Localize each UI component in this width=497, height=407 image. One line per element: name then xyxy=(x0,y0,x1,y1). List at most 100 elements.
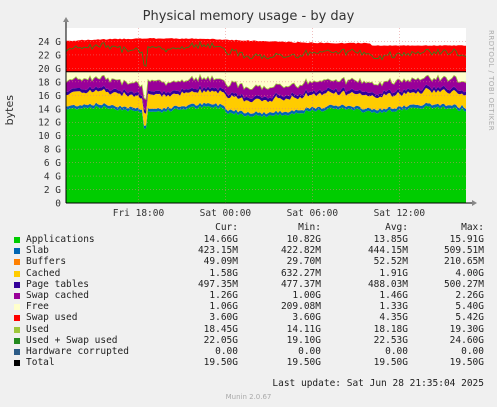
legend-avg-value: 444.15M xyxy=(367,245,408,257)
x-tick-label: Sat 00:00 xyxy=(200,208,252,219)
legend-row: Cached 1.58G 632.27M 1.91G 4.00G xyxy=(0,268,497,280)
legend-avg-value: 1.91G xyxy=(379,267,408,279)
series-page-tables-area xyxy=(66,84,466,114)
legend-cur-value: 1.58G xyxy=(209,267,238,279)
legend-cur-value: 18.45G xyxy=(203,323,238,335)
legend-max-value: 2.26G xyxy=(455,290,484,301)
y-tick-label: 18 G xyxy=(38,77,61,88)
legend-cur-value: 14.66G xyxy=(203,234,238,245)
series-slab-area xyxy=(66,102,466,129)
header-max: Max: xyxy=(461,222,484,233)
legend-max-value: 15.91G xyxy=(449,234,484,245)
legend-row: Swap cached 1.26G 1.00G 1.46G 2.26G xyxy=(0,290,497,302)
legend-row: Total 19.50G 19.50G 19.50G 19.50G xyxy=(0,357,497,369)
legend-row: Used 18.45G 14.11G 18.18G 19.30G xyxy=(0,324,497,336)
legend-cur-value: 423.15M xyxy=(197,245,238,257)
legend-min-value: 29.70M xyxy=(286,256,321,268)
legend-row: Slab 423.15M 422.82M 444.15M 509.51M xyxy=(0,245,497,257)
legend-min-value: 209.08M xyxy=(280,301,321,313)
legend-max-value: 500.27M xyxy=(443,278,484,290)
legend-swatch xyxy=(14,349,20,355)
legend-series-name: Hardware corrupted xyxy=(26,346,129,357)
header-avg: Avg: xyxy=(385,222,408,233)
y-tick-label: 4 G xyxy=(44,172,61,183)
legend-min-value: 10.82G xyxy=(286,234,321,245)
legend-row: Used + Swap used 22.05G 19.10G 22.53G 24.60G xyxy=(0,335,497,347)
y-axis-arrow-icon xyxy=(63,17,69,22)
legend-swatch xyxy=(14,270,20,277)
legend-swatch xyxy=(14,281,20,288)
legend-series-name: Free xyxy=(26,301,49,313)
y-tick-label: 22 G xyxy=(38,50,61,61)
legend-max-value: 5.42G xyxy=(455,312,484,324)
legend-avg-value: 22.53G xyxy=(373,334,408,346)
legend-row: Free 1.06G 209.08M 1.33G 5.40G xyxy=(0,301,497,313)
series-swap-cached-area xyxy=(66,74,466,111)
y-tick-label: 20 G xyxy=(38,64,61,75)
legend-series-name: Buffers xyxy=(26,256,67,268)
legend-avg-value: 488.03M xyxy=(367,278,408,290)
legend-swatch xyxy=(14,259,20,266)
legend-max-value: 210.65M xyxy=(443,256,484,268)
legend-avg-value: 4.35G xyxy=(379,312,408,324)
legend-series-name: Page tables xyxy=(26,278,89,290)
legend-header: Cur: Min: Avg: Max: xyxy=(0,222,497,234)
series-cached-area xyxy=(66,87,466,126)
y-tick-label: 12 G xyxy=(38,118,61,129)
legend-series-name: Cached xyxy=(26,267,61,279)
legend-cur-value: 497.35M xyxy=(197,278,238,290)
series-swap-used-area xyxy=(66,38,466,72)
legend-avg-value: 18.18G xyxy=(373,323,408,335)
legend-min-value: 14.11G xyxy=(286,323,321,335)
last-update: Last update: Sat Jun 28 21:35:04 2025 xyxy=(272,378,484,389)
y-tick-label: 2 G xyxy=(44,185,61,196)
legend-max-value: 5.40G xyxy=(455,301,484,313)
series-free-area xyxy=(66,71,466,100)
legend-swatch xyxy=(14,326,20,333)
legend-avg-value: 13.85G xyxy=(373,234,408,245)
munin-version: Munin 2.0.67 xyxy=(225,393,272,401)
x-axis-arrow-icon xyxy=(472,200,477,206)
legend-swatch xyxy=(14,360,20,367)
legend-min-value: 422.82M xyxy=(280,245,321,257)
legend-avg-value: 1.33G xyxy=(379,301,408,313)
legend-swatch xyxy=(14,237,20,243)
legend-max-value: 19.30G xyxy=(449,323,484,335)
x-tick-label: Sat 06:00 xyxy=(287,208,339,219)
legend-avg-value: 19.50G xyxy=(373,357,408,369)
legend-swatch xyxy=(14,304,20,311)
y-tick-label: 8 G xyxy=(44,145,61,156)
legend-swatch xyxy=(14,337,20,344)
legend-row: Buffers 49.09M 29.70M 52.52M 210.65M xyxy=(0,256,497,268)
header-min: Min: xyxy=(298,222,321,233)
legend-cur-value: 1.06G xyxy=(209,301,238,313)
legend-avg-value: 0.00 xyxy=(385,346,408,357)
legend-max-value: 4.00G xyxy=(455,267,484,279)
legend-cur-value: 49.09M xyxy=(203,256,238,268)
chart-svg: 0 2 G 4 G 6 G 8 G 10 G 12 G 14 G 16 G 18 G 20 G 22 … xyxy=(38,17,477,219)
legend-swatch xyxy=(14,293,20,299)
y-tick-label: 16 G xyxy=(38,91,61,102)
legend-min-value: 477.37M xyxy=(280,278,321,290)
legend-series-name: Slab xyxy=(26,245,49,257)
legend-max-value: 19.50G xyxy=(449,357,484,369)
legend-row: Swap used 3.60G 3.60G 4.35G 5.42G xyxy=(0,312,497,324)
y-tick-label: 10 G xyxy=(38,131,61,142)
series-used-swap-line xyxy=(65,40,467,68)
legend-avg-value: 1.46G xyxy=(379,290,408,301)
legend-series-name: Swap used xyxy=(26,312,78,324)
legend-cur-value: 1.26G xyxy=(209,290,238,301)
rrdtool-label: RRDTOOL / TOBI OETIKER xyxy=(487,30,495,132)
y-tick-label: 6 G xyxy=(44,158,61,169)
legend-series-name: Swap cached xyxy=(26,290,89,301)
legend-swatch xyxy=(14,315,20,322)
legend-max-value: 509.51M xyxy=(443,245,484,257)
series-applications-area xyxy=(66,105,466,203)
legend-min-value: 19.10G xyxy=(286,334,321,346)
y-tick-label: 14 G xyxy=(38,104,61,115)
legend-cur-value: 22.05G xyxy=(203,334,238,346)
legend-row: Applications 14.66G 10.82G 13.85G 15.91G xyxy=(0,234,497,246)
legend-cur-value: 3.60G xyxy=(209,312,238,324)
legend-series-name: Total xyxy=(26,357,55,369)
legend-swatch xyxy=(14,248,20,255)
